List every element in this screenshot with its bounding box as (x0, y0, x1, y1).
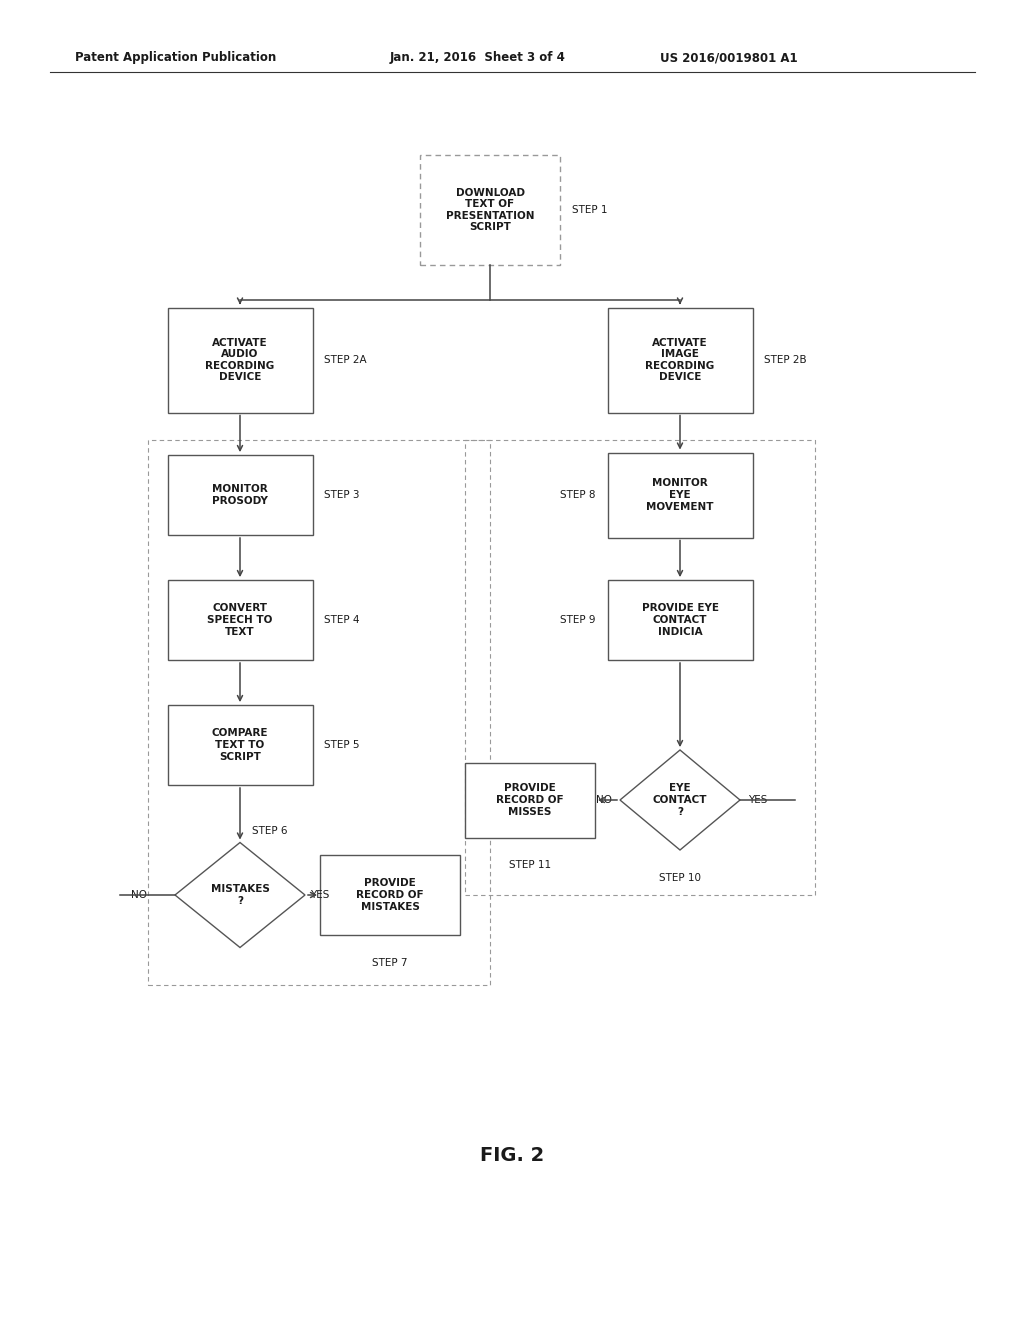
Text: STEP 2A: STEP 2A (325, 355, 368, 366)
Bar (465, 763, 595, 837)
Text: MISTAKES
?: MISTAKES ? (211, 884, 269, 906)
Text: STEP 11: STEP 11 (509, 861, 551, 870)
Text: DOWNLOAD
TEXT OF
PRESENTATION
SCRIPT: DOWNLOAD TEXT OF PRESENTATION SCRIPT (445, 187, 535, 232)
Bar (607, 308, 753, 413)
Bar (168, 455, 312, 535)
Text: STEP 7: STEP 7 (373, 958, 408, 968)
Text: YES: YES (310, 890, 330, 900)
Bar (607, 453, 753, 537)
Text: MONITOR
PROSODY: MONITOR PROSODY (212, 484, 268, 506)
Text: EYE
CONTACT
?: EYE CONTACT ? (652, 783, 708, 817)
Text: FIG. 2: FIG. 2 (480, 1146, 544, 1164)
Text: STEP 10: STEP 10 (659, 873, 701, 883)
Bar (465, 440, 815, 895)
Text: Patent Application Publication: Patent Application Publication (75, 51, 276, 65)
Text: ACTIVATE
IMAGE
RECORDING
DEVICE: ACTIVATE IMAGE RECORDING DEVICE (645, 338, 715, 383)
Text: STEP 9: STEP 9 (560, 615, 596, 624)
Text: STEP 4: STEP 4 (325, 615, 360, 624)
Text: STEP 5: STEP 5 (325, 741, 360, 750)
Text: COMPARE
TEXT TO
SCRIPT: COMPARE TEXT TO SCRIPT (212, 729, 268, 762)
Text: STEP 3: STEP 3 (325, 490, 360, 500)
Text: MONITOR
EYE
MOVEMENT: MONITOR EYE MOVEMENT (646, 478, 714, 512)
Text: STEP 8: STEP 8 (560, 490, 596, 500)
Text: STEP 1: STEP 1 (572, 205, 607, 215)
Polygon shape (175, 842, 305, 948)
Text: US 2016/0019801 A1: US 2016/0019801 A1 (660, 51, 798, 65)
Bar (607, 579, 753, 660)
Text: PROVIDE
RECORD OF
MISSES: PROVIDE RECORD OF MISSES (497, 783, 564, 817)
Text: STEP 2B: STEP 2B (765, 355, 807, 366)
Text: NO: NO (596, 795, 612, 805)
Text: PROVIDE EYE
CONTACT
INDICIA: PROVIDE EYE CONTACT INDICIA (641, 603, 719, 636)
Text: CONVERT
SPEECH TO
TEXT: CONVERT SPEECH TO TEXT (207, 603, 272, 636)
Bar (148, 440, 490, 985)
Text: YES: YES (748, 795, 767, 805)
Bar (168, 308, 312, 413)
Text: PROVIDE
RECORD OF
MISTAKES: PROVIDE RECORD OF MISTAKES (356, 878, 424, 912)
Text: STEP 6: STEP 6 (252, 825, 288, 836)
Bar (420, 154, 560, 265)
Polygon shape (620, 750, 740, 850)
Text: ACTIVATE
AUDIO
RECORDING
DEVICE: ACTIVATE AUDIO RECORDING DEVICE (206, 338, 274, 383)
Bar (168, 705, 312, 785)
Bar (168, 579, 312, 660)
Text: Jan. 21, 2016  Sheet 3 of 4: Jan. 21, 2016 Sheet 3 of 4 (390, 51, 566, 65)
Bar (319, 855, 460, 935)
Text: NO: NO (131, 890, 147, 900)
